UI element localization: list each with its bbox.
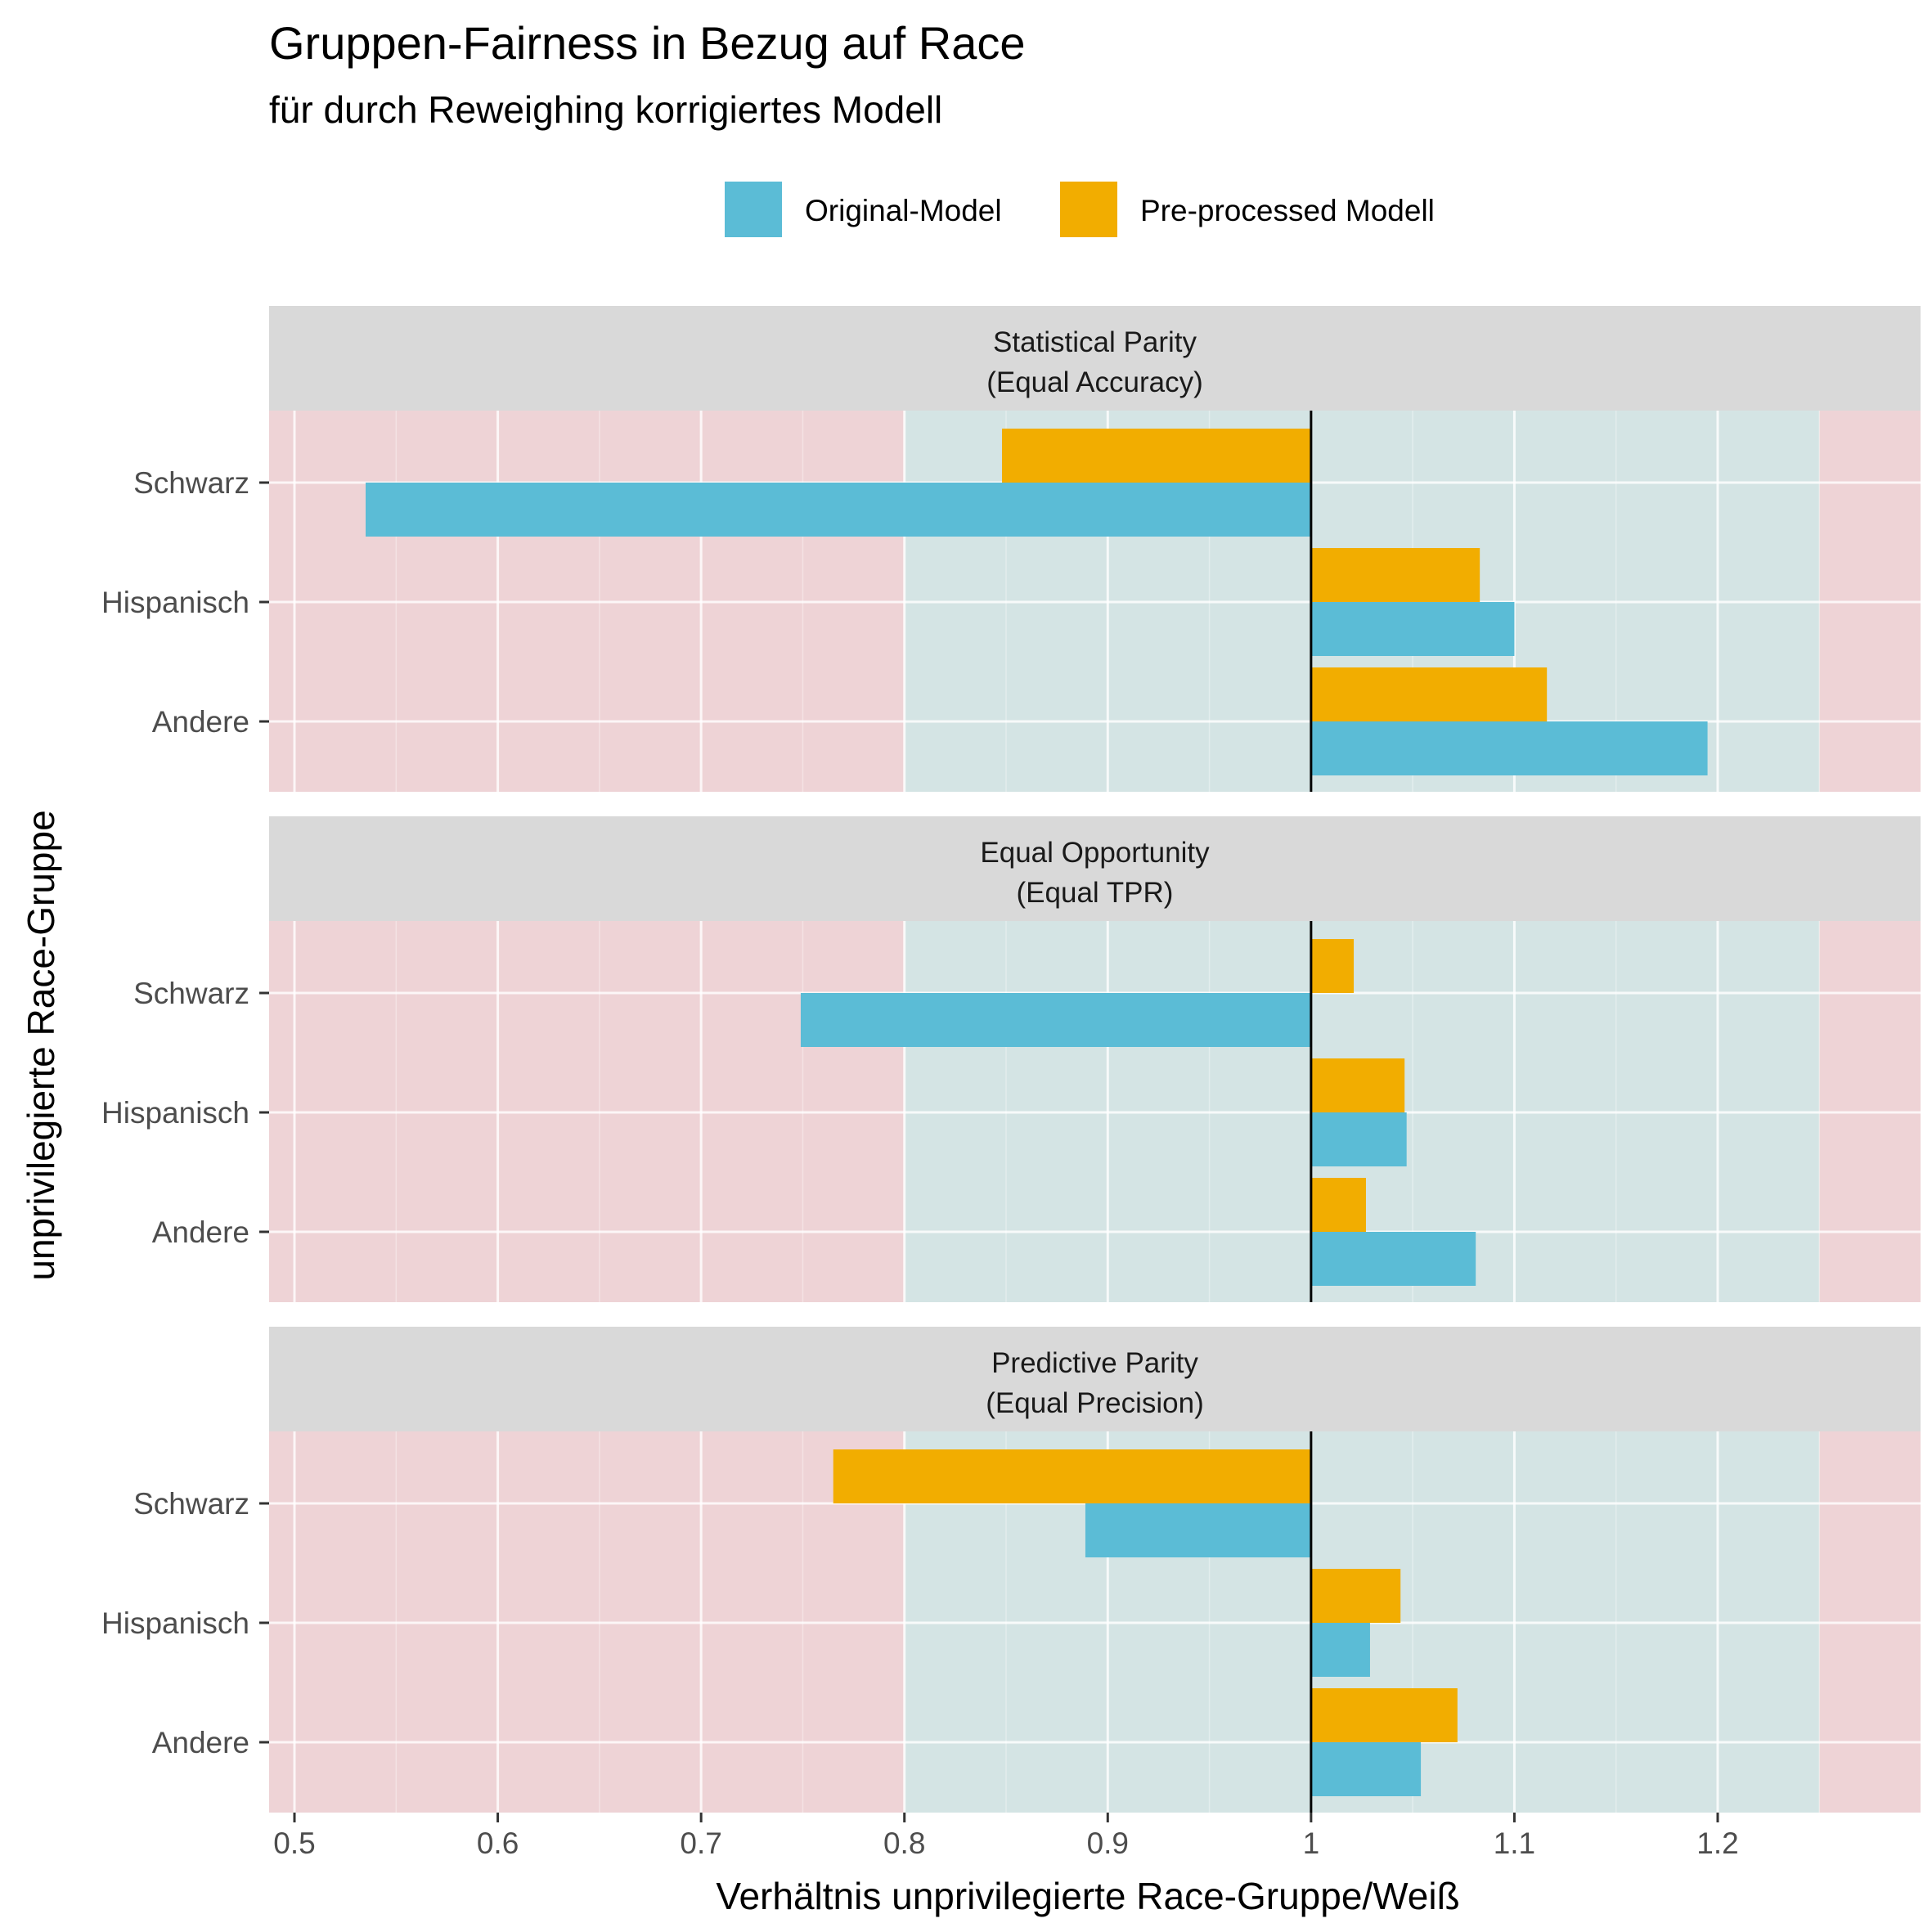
y-tick-label-andere: Andere <box>152 1215 249 1249</box>
x-tick-label: 0.8 <box>883 1826 925 1860</box>
facet-strip <box>269 1327 1921 1431</box>
y-tick-label-schwarz: Schwarz <box>133 977 249 1010</box>
bar-original-model-schwarz <box>1085 1503 1311 1557</box>
bar-original-model-andere <box>1310 1742 1422 1796</box>
bar-original-model-andere <box>1310 721 1708 775</box>
legend: Original-Model Pre-processed Modell <box>725 182 1435 237</box>
bar-pre-processed-modell-hispanisch <box>1310 1569 1401 1623</box>
y-tick-label-schwarz: Schwarz <box>133 466 249 500</box>
x-axis: 0.5 0.6 0.7 0.8 0.9 1 1.1 1.2 <box>273 1813 1739 1860</box>
x-tick-label: 0.5 <box>273 1826 315 1860</box>
facet-panel-equal-opportunity: Equal Opportunity (Equal TPR) Schwarz Hispa… <box>101 816 1921 1302</box>
bar-original-model-hispanisch <box>1310 1623 1370 1677</box>
bar-pre-processed-modell-andere <box>1310 1688 1458 1742</box>
y-tick-label-andere: Andere <box>152 1726 249 1759</box>
x-tick-label: 1 <box>1303 1826 1320 1860</box>
bar-pre-processed-modell-schwarz <box>1310 939 1355 993</box>
facet-strip-title: Statistical Parity <box>993 326 1197 358</box>
facet-strip-title: Equal Opportunity <box>980 837 1210 869</box>
facet-panel-predictive-parity: Predictive Parity (Equal Precision) Schwar… <box>101 1327 1921 1813</box>
bar-pre-processed-modell-schwarz <box>833 1449 1311 1503</box>
bar-original-model-hispanisch <box>1310 602 1515 656</box>
bar-original-model-andere <box>1310 1232 1476 1286</box>
facet-panels: Statistical Parity (Equal Accuracy) Schwar… <box>101 306 1921 1813</box>
legend-label-original: Original-Model <box>805 194 1002 227</box>
facet-strip <box>269 306 1921 411</box>
bar-original-model-schwarz <box>366 483 1311 537</box>
facet-strip-subtitle: (Equal Precision) <box>986 1387 1204 1419</box>
x-axis-title: Verhältnis unprivilegierte Race-Gruppe/W… <box>716 1875 1459 1917</box>
y-tick-label-schwarz: Schwarz <box>133 1487 249 1521</box>
x-tick-label: 0.6 <box>477 1826 519 1860</box>
facet-strip-subtitle: (Equal Accuracy) <box>986 366 1203 398</box>
bar-original-model-hispanisch <box>1310 1112 1407 1166</box>
y-tick-label-hispanisch: Hispanisch <box>101 1096 249 1130</box>
bar-original-model-schwarz <box>800 993 1311 1047</box>
facet-strip-subtitle: (Equal TPR) <box>1017 877 1174 909</box>
bar-pre-processed-modell-schwarz <box>1002 429 1311 483</box>
y-tick-label-hispanisch: Hispanisch <box>101 586 249 619</box>
y-tick-label-andere: Andere <box>152 705 249 739</box>
chart-title: Gruppen-Fairness in Bezug auf Race <box>269 17 1026 69</box>
facet-strip <box>269 816 1921 921</box>
chart-subtitle: für durch Reweighing korrigiertes Modell <box>269 88 942 131</box>
legend-key-preprocessed <box>1060 182 1117 237</box>
x-tick-label: 1.1 <box>1494 1826 1535 1860</box>
bar-pre-processed-modell-andere <box>1310 1178 1366 1232</box>
bar-pre-processed-modell-andere <box>1310 667 1548 721</box>
facet-panel-statistical-parity: Statistical Parity (Equal Accuracy) Schwar… <box>101 306 1921 792</box>
facet-strip-title: Predictive Parity <box>991 1347 1198 1379</box>
y-tick-label-hispanisch: Hispanisch <box>101 1606 249 1640</box>
legend-label-preprocessed: Pre-processed Modell <box>1140 194 1435 227</box>
legend-key-original <box>725 182 782 237</box>
x-tick-label: 1.2 <box>1696 1826 1738 1860</box>
bar-pre-processed-modell-hispanisch <box>1310 548 1480 602</box>
x-tick-label: 0.7 <box>680 1826 721 1860</box>
bar-pre-processed-modell-hispanisch <box>1310 1058 1405 1112</box>
y-axis-title: unprivilegierte Race-Gruppe <box>20 810 62 1280</box>
x-tick-label: 0.9 <box>1087 1826 1129 1860</box>
